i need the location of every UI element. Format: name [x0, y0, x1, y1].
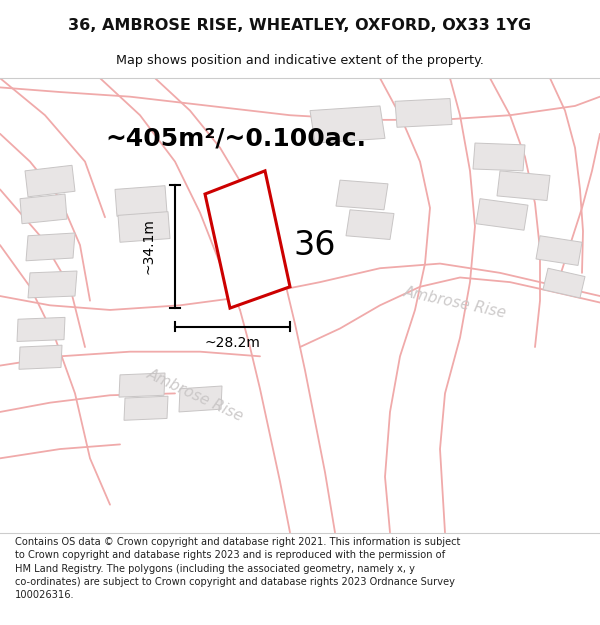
Polygon shape	[346, 210, 394, 239]
Text: ~405m²/~0.100ac.: ~405m²/~0.100ac.	[105, 126, 366, 151]
Polygon shape	[119, 373, 165, 397]
Text: 36: 36	[294, 229, 336, 261]
Polygon shape	[19, 345, 62, 369]
Polygon shape	[473, 143, 525, 171]
Polygon shape	[395, 99, 452, 127]
Polygon shape	[536, 236, 582, 266]
Polygon shape	[115, 186, 167, 216]
Polygon shape	[205, 171, 290, 308]
Text: 36, AMBROSE RISE, WHEATLEY, OXFORD, OX33 1YG: 36, AMBROSE RISE, WHEATLEY, OXFORD, OX33…	[68, 18, 532, 32]
Polygon shape	[543, 268, 585, 298]
Polygon shape	[17, 318, 65, 341]
Polygon shape	[124, 396, 168, 420]
Text: ~34.1m: ~34.1m	[142, 219, 156, 274]
Polygon shape	[179, 386, 222, 412]
Text: Contains OS data © Crown copyright and database right 2021. This information is : Contains OS data © Crown copyright and d…	[15, 537, 460, 600]
Text: Ambrose Rise: Ambrose Rise	[144, 366, 246, 424]
Text: Ambrose Rise: Ambrose Rise	[402, 284, 508, 321]
Polygon shape	[497, 171, 550, 201]
Text: ~28.2m: ~28.2m	[205, 336, 260, 351]
Polygon shape	[118, 212, 170, 243]
Polygon shape	[20, 194, 67, 224]
Polygon shape	[26, 233, 75, 261]
Text: Map shows position and indicative extent of the property.: Map shows position and indicative extent…	[116, 54, 484, 68]
Polygon shape	[336, 180, 388, 210]
Polygon shape	[25, 165, 75, 197]
Polygon shape	[28, 271, 77, 298]
Polygon shape	[310, 106, 385, 143]
Polygon shape	[476, 199, 528, 230]
